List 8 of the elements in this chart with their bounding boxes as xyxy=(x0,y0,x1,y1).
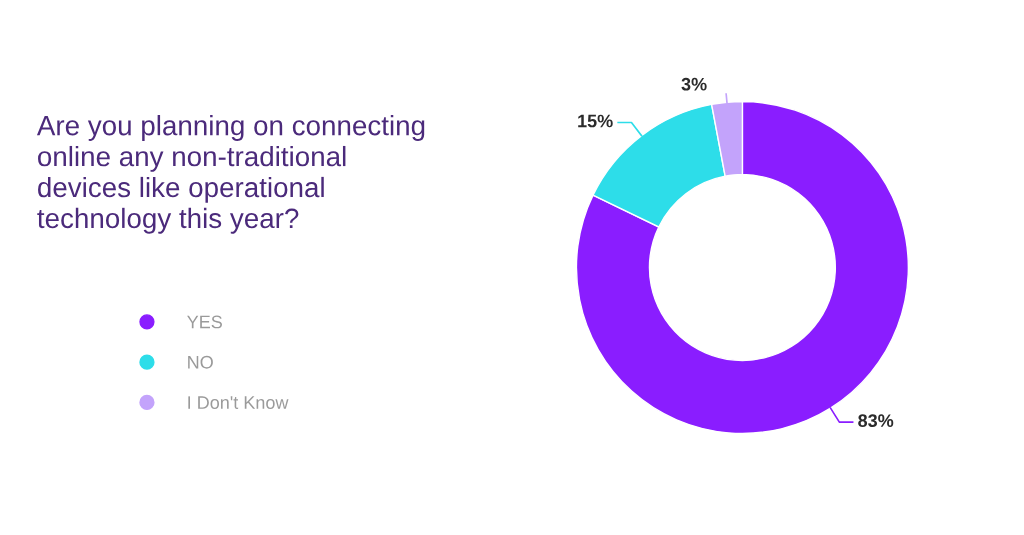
data-label: 15% xyxy=(578,114,613,128)
legend-label: YES xyxy=(187,315,222,329)
legend-label: NO xyxy=(188,355,213,369)
donut-slice xyxy=(575,100,910,435)
data-label: 3% xyxy=(681,77,707,91)
text: Are you planning on connecting online any non-traditional devices like operational technology this year? xyxy=(36,115,425,234)
legend-label: I Don't Know xyxy=(188,396,289,409)
data-label: 83% xyxy=(858,414,894,428)
